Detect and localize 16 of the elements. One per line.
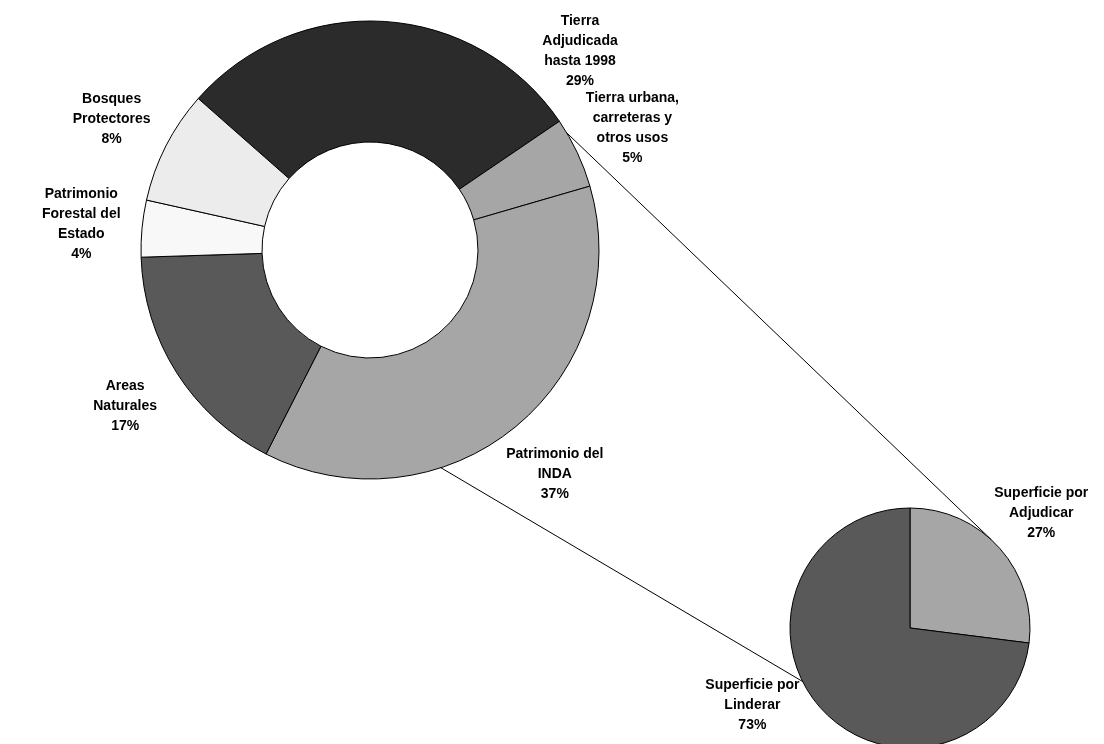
- slice-label: Superficie por Adjudicar: [994, 484, 1089, 521]
- data-label: 37%: [540, 485, 570, 502]
- data-label: 8%: [101, 130, 123, 147]
- data-label: 29%: [565, 72, 595, 88]
- data-label: 5%: [622, 148, 644, 165]
- slice-label: Tierra Adjudicada hasta 1998: [542, 12, 618, 68]
- data-label: 4%: [71, 244, 92, 261]
- slice-label: Superficie por Linderar: [705, 676, 800, 712]
- slice-label: Bosques Protectores: [72, 90, 151, 127]
- slice-label: Patrimonio Forestal del Estado: [41, 184, 121, 241]
- data-label: 17%: [111, 417, 140, 434]
- data-label: 73%: [738, 716, 767, 732]
- slice-label: Tierra urbana, carreteras y otros usos: [585, 88, 679, 145]
- slice-label: Patrimonio del INDA: [506, 445, 604, 482]
- data-label: 27%: [1027, 524, 1056, 541]
- slice-label: Areas Naturales: [93, 377, 158, 414]
